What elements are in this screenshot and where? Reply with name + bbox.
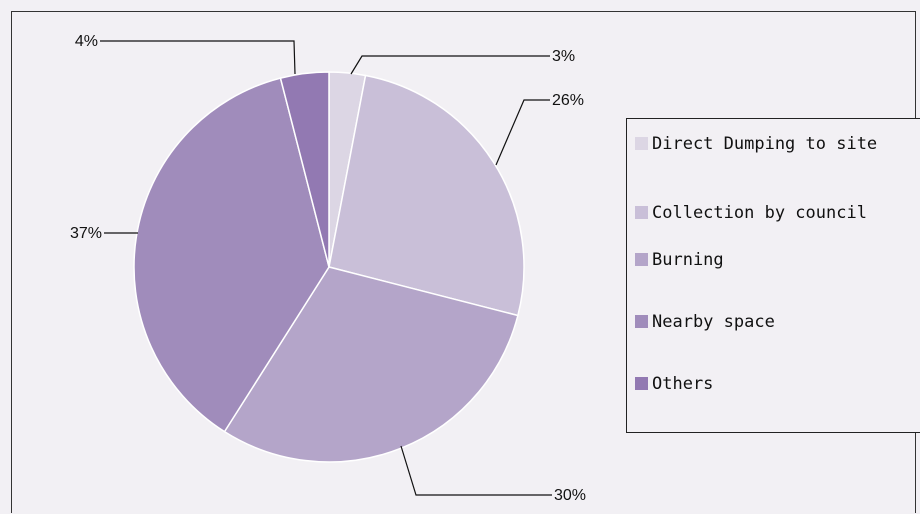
legend-label: Nearby space bbox=[652, 312, 775, 332]
legend-item: Burning bbox=[635, 247, 915, 273]
legend-label: Burning bbox=[652, 250, 724, 270]
legend-swatch bbox=[635, 206, 648, 219]
legend-swatch bbox=[635, 377, 648, 390]
legend-label: Direct Dumping to site bbox=[652, 134, 878, 154]
legend-swatch bbox=[635, 253, 648, 266]
legend-item: Others bbox=[635, 371, 915, 397]
legend-item: Nearby space bbox=[635, 309, 915, 335]
leader-line bbox=[495, 99, 550, 166]
data-label: 4% bbox=[75, 33, 98, 50]
pie-slice-nearby-space bbox=[133, 77, 330, 433]
leader-line bbox=[400, 445, 552, 496]
legend-label: Collection by council bbox=[652, 203, 867, 223]
data-label: 26% bbox=[552, 92, 584, 109]
legend-swatch bbox=[635, 315, 648, 328]
legend-item: Direct Dumping to site bbox=[635, 131, 915, 157]
pie-slice-others bbox=[279, 71, 330, 268]
legend-label: Others bbox=[652, 374, 714, 394]
legend-item: Collection by council bbox=[635, 200, 915, 226]
leader-line bbox=[350, 55, 550, 75]
legend: Direct Dumping to site Collection by coun… bbox=[626, 118, 920, 433]
pie-chart: 3% 26% 30% 37% 4% bbox=[70, 33, 586, 504]
chart-frame: 3% 26% 30% 37% 4% Direct Dumping to site Coll… bbox=[11, 11, 920, 513]
pie-slice-burning bbox=[223, 266, 519, 463]
pie-slice-collection-by-council bbox=[328, 74, 525, 317]
data-label: 37% bbox=[70, 225, 102, 242]
data-label: 3% bbox=[552, 48, 575, 65]
data-label: 30% bbox=[554, 487, 586, 504]
legend-swatch bbox=[635, 137, 648, 150]
leader-line bbox=[100, 40, 296, 75]
